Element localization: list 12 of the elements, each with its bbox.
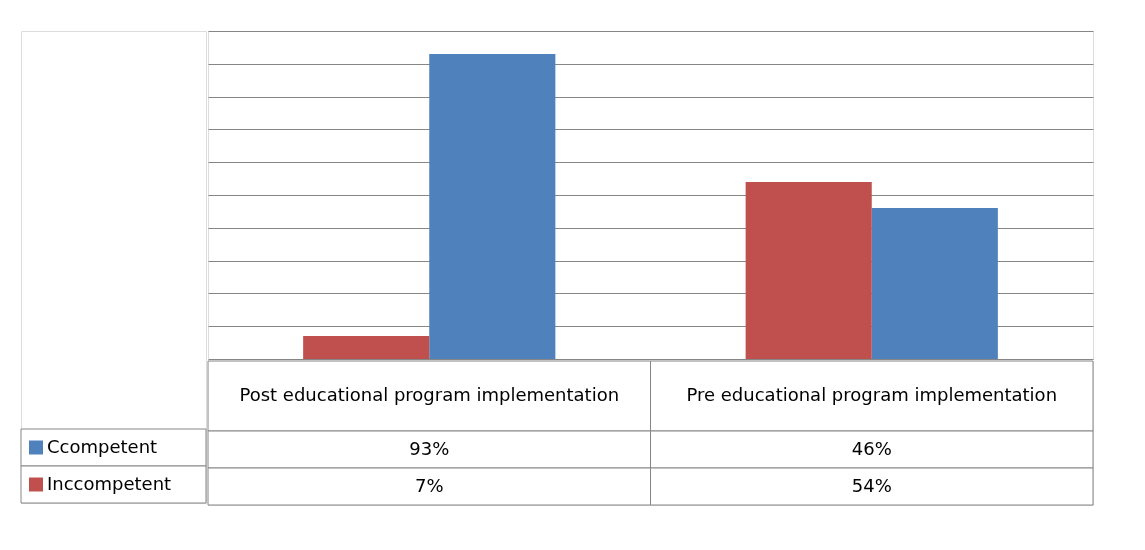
data-label: 46%: [851, 437, 892, 459]
bar: [745, 181, 872, 359]
bar: [303, 336, 430, 359]
data-label: 54%: [851, 474, 892, 496]
bar: [429, 53, 556, 359]
x-tick-label: Post educational program implementation: [239, 384, 620, 405]
data-label: 93%: [409, 437, 450, 459]
bar: [871, 208, 998, 359]
legend-label: Ccompetent: [47, 435, 158, 457]
data-label: 7%: [414, 474, 444, 496]
legend-label: Inccompetent: [47, 472, 172, 494]
x-tick-label: Pre educational program implementation: [686, 384, 1058, 405]
